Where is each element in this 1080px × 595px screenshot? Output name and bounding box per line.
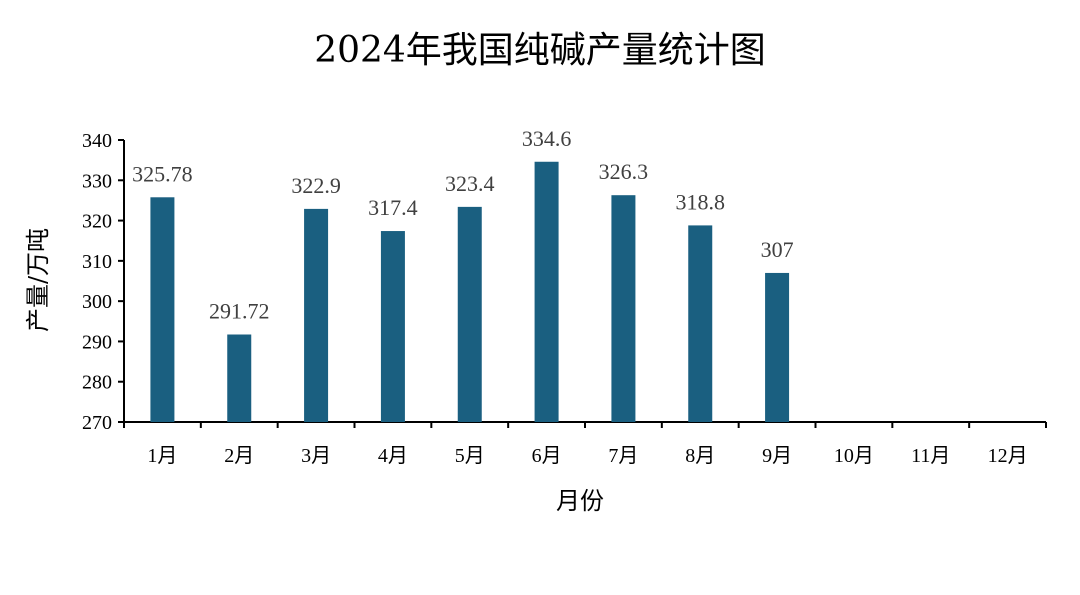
data-label: 323.4 <box>445 171 495 196</box>
data-label: 307 <box>761 237 794 262</box>
data-label: 318.8 <box>676 189 726 214</box>
y-tick-label: 320 <box>82 211 112 233</box>
x-tick-label: 9月 <box>762 445 792 467</box>
x-tick-label: 7月 <box>608 445 638 467</box>
y-tick-label: 290 <box>82 331 112 353</box>
y-tick-label: 310 <box>82 251 112 273</box>
x-tick-label: 1月 <box>147 445 177 467</box>
x-axis-title: 月份 <box>556 487 604 515</box>
x-tick-label: 3月 <box>301 445 331 467</box>
x-tick-label: 8月 <box>685 445 715 467</box>
y-tick-label: 270 <box>82 412 112 434</box>
y-tick-label: 330 <box>82 170 112 192</box>
x-tick-label: 6月 <box>532 445 562 467</box>
bar <box>534 161 559 423</box>
y-tick-label: 300 <box>82 291 112 313</box>
bar <box>765 272 790 422</box>
data-label: 322.9 <box>291 173 341 198</box>
plot-area: 270 280 290 300 310 320 330 340 1月 325.78 2月 291.72… <box>82 126 1047 467</box>
y-tick-label: 340 <box>82 130 112 152</box>
x-tick-label: 10月 <box>834 445 874 467</box>
bar <box>688 225 713 422</box>
data-label: 325.78 <box>132 161 193 186</box>
x-tick-label: 11月 <box>911 445 950 467</box>
data-label: 317.4 <box>368 195 418 220</box>
y-tick-label: 280 <box>82 372 112 394</box>
bar <box>304 208 329 422</box>
data-label: 291.72 <box>209 298 270 323</box>
chart-title: 2024年我国纯碱产量统计图 <box>314 30 766 71</box>
bar <box>227 334 252 422</box>
bar <box>150 197 175 422</box>
y-axis-title: 产量/万吨 <box>24 228 52 332</box>
x-tick-label: 2月 <box>224 445 254 467</box>
data-label: 334.6 <box>522 126 572 151</box>
x-tick-label: 5月 <box>455 445 485 467</box>
x-tick-label: 4月 <box>378 445 408 467</box>
bar <box>457 206 482 422</box>
x-tick-label: 12月 <box>988 445 1028 467</box>
data-label: 326.3 <box>599 159 649 184</box>
bar <box>380 231 405 422</box>
bar <box>611 195 636 422</box>
